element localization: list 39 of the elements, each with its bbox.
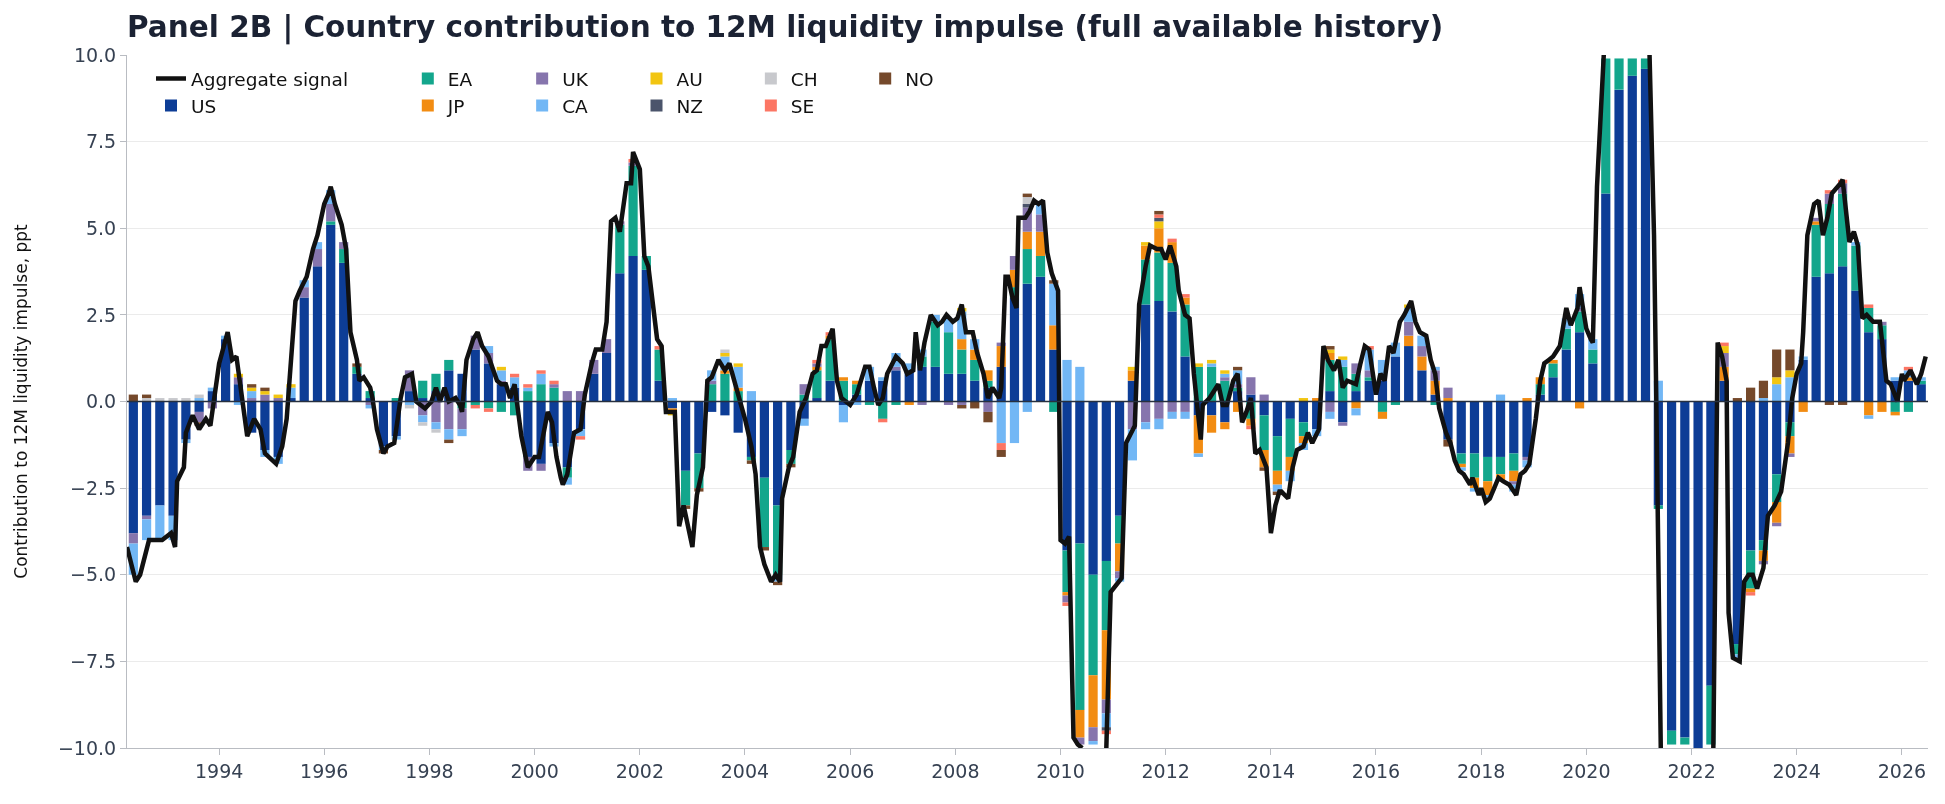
legend-label: SE xyxy=(790,95,815,117)
x-tick-label: 2012 xyxy=(1141,759,1190,782)
x-tick-label: 2024 xyxy=(1772,759,1821,782)
y-axis-title: Contribution to 12M liquidity impulse, ppt xyxy=(10,223,31,579)
y-tick-label: 5.0 xyxy=(85,216,117,239)
x-tick-label: 2004 xyxy=(720,759,770,782)
legend-label: NO xyxy=(905,68,934,90)
x-tick-label: 2014 xyxy=(1246,759,1296,782)
x-tick-label: 2020 xyxy=(1562,759,1611,782)
legend-label: EA xyxy=(447,68,473,90)
y-tick-label: −2.5 xyxy=(70,476,117,499)
x-tick-label: 2000 xyxy=(510,759,559,782)
y-tick-label: −5.0 xyxy=(70,563,117,586)
x-tick-label: 2026 xyxy=(1877,759,1927,782)
x-tick-label: 2008 xyxy=(931,759,980,782)
y-tick-label: 2.5 xyxy=(85,303,117,326)
legend-label: CA xyxy=(562,95,589,117)
legend-label: NZ xyxy=(676,95,704,117)
y-tick-label: −7.5 xyxy=(70,650,117,673)
x-tick-label: 2002 xyxy=(615,759,665,782)
legend-label: JP xyxy=(446,95,465,117)
chart-title: Panel 2B | Country contribution to 12M liquidity impulse (full available history) xyxy=(127,10,1444,46)
x-tick-label: 1996 xyxy=(300,759,349,782)
legend-label: CH xyxy=(790,68,818,90)
y-tick-label: 7.5 xyxy=(85,130,117,153)
x-tick-label: 2006 xyxy=(826,759,875,782)
x-tick-label: 2016 xyxy=(1351,759,1401,782)
x-tick-label: 2018 xyxy=(1457,759,1506,782)
legend-label: US xyxy=(191,95,217,117)
legend-label: Aggregate signal xyxy=(191,68,349,90)
y-tick-label: 10.0 xyxy=(73,43,117,66)
x-tick-label: 1994 xyxy=(194,759,244,782)
y-tick-label: −10.0 xyxy=(57,736,117,759)
legend-label: UK xyxy=(562,68,589,90)
y-tick-label: 0.0 xyxy=(85,390,117,413)
x-tick-label: 1998 xyxy=(405,759,454,782)
x-tick-label: 2010 xyxy=(1036,759,1085,782)
legend-label: AU xyxy=(676,68,703,90)
x-tick-label: 2022 xyxy=(1667,759,1716,782)
